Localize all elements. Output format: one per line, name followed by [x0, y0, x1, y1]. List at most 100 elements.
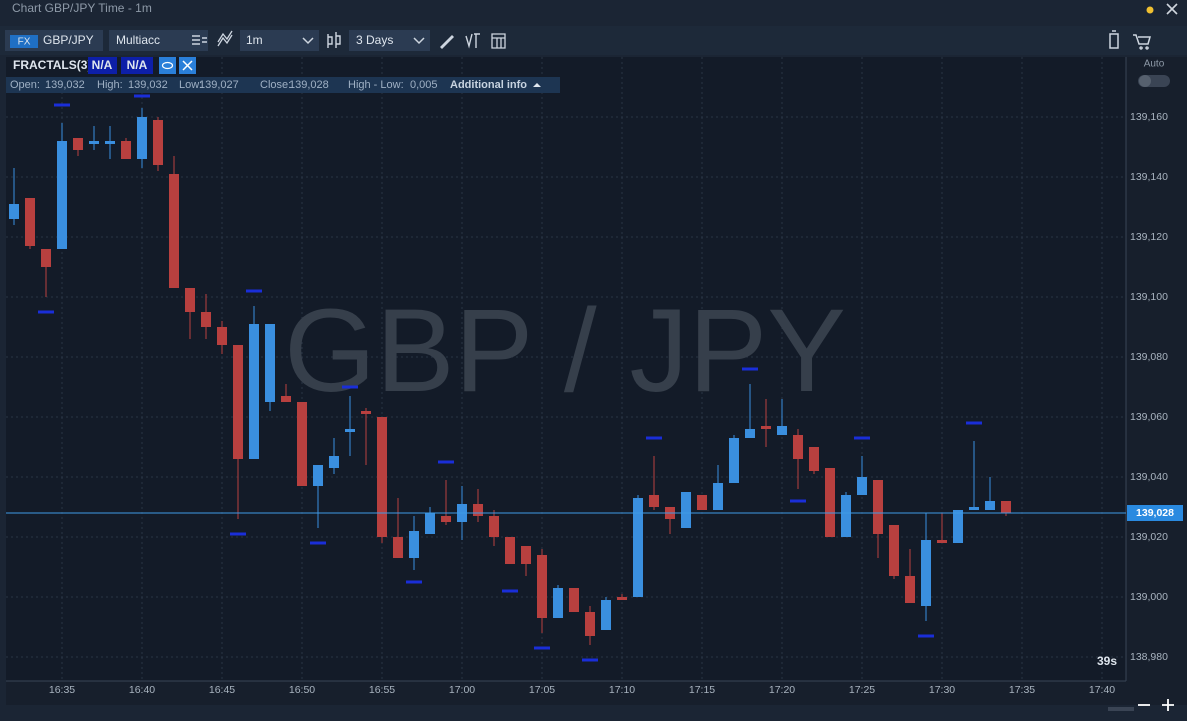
param-badge[interactable]: [88, 57, 117, 74]
fractal: [342, 385, 358, 389]
fractal: [646, 436, 662, 440]
candle-body: [921, 540, 931, 606]
additional-info: Additional info: [450, 79, 527, 91]
zoom-in[interactable]: [1162, 699, 1174, 711]
y-tick-label: 139,080: [1130, 351, 1168, 363]
x-tick-label: 17:30: [929, 684, 955, 696]
range: 3 Days: [356, 33, 393, 47]
x-tick-label: 17:35: [1009, 684, 1035, 696]
candle-body: [825, 468, 835, 537]
market-badge: [10, 35, 38, 48]
watermark: GBP / JPY: [284, 285, 846, 417]
fractal: [742, 367, 758, 371]
candle-body: [281, 396, 291, 402]
candle-body: [121, 141, 131, 159]
candles: [9, 94, 1011, 662]
remove-icon: [182, 60, 193, 71]
x-tick-label: 17:25: [849, 684, 875, 696]
chart-type-icon[interactable]: [327, 32, 341, 48]
account-box[interactable]: [109, 30, 208, 51]
x-tick-label: 17:05: [529, 684, 555, 696]
candle-body: [553, 588, 563, 618]
timeframe-box[interactable]: [240, 30, 319, 51]
info-value: 139,032: [128, 79, 168, 91]
info-value: 0,005: [410, 79, 438, 91]
y-tick-label: 139,140: [1130, 171, 1168, 183]
candle-body: [249, 324, 259, 459]
candle-body: [617, 597, 627, 600]
template-icon[interactable]: [491, 33, 506, 49]
candle-body: [153, 120, 163, 165]
window-title: Chart GBP/JPY Time - 1m: [12, 1, 152, 15]
x-tick-label: 16:55: [369, 684, 395, 696]
candle-body: [809, 447, 819, 471]
eye-icon: [161, 61, 174, 70]
candle-body: [537, 555, 547, 618]
candle-body: [585, 612, 595, 636]
timeframe: 1m: [246, 33, 263, 47]
info-value: 139,027: [199, 79, 239, 91]
candle-body: [361, 411, 371, 414]
candle-body: [393, 537, 403, 558]
toggle-knob: [1139, 75, 1151, 87]
info-value: 139,028: [289, 79, 329, 91]
status-dot: [1146, 6, 1154, 14]
info-items: Open: 139,032 High: 139,032 Low:139,027 Close…: [10, 79, 527, 91]
candle-body: [681, 492, 691, 528]
candle-body: [745, 429, 755, 438]
indicator-name: FRACTALS(3): [13, 58, 91, 72]
trade-icon[interactable]: [1133, 34, 1151, 50]
y-tick-label: 139,120: [1130, 231, 1168, 243]
last-price-tag: [1127, 505, 1183, 521]
candle-body: [313, 465, 323, 486]
market-label: FX: [18, 37, 31, 48]
dropdown-arrow: [302, 37, 314, 45]
candle-body: [889, 525, 899, 576]
candle-body: [201, 312, 211, 327]
candle-body: [969, 507, 979, 510]
x-tick-label: 16:40: [129, 684, 155, 696]
x-tick-label: 16:45: [209, 684, 235, 696]
param-badge[interactable]: [121, 57, 153, 74]
candle-body: [473, 504, 483, 516]
fractal: [966, 421, 982, 425]
candle-body: [169, 174, 179, 288]
candle-body: [89, 141, 99, 144]
draw-icon[interactable]: [440, 35, 454, 49]
info-label: High - Low:: [348, 79, 404, 91]
x-tick-label: 17:40: [1089, 684, 1115, 696]
grid: [6, 57, 1126, 681]
fractal: [918, 634, 934, 638]
collapse-arrow[interactable]: [533, 83, 541, 87]
candle-body: [633, 498, 643, 597]
indicator-icon[interactable]: [465, 33, 480, 49]
export-icon[interactable]: [1109, 30, 1119, 49]
footer: [0, 705, 1187, 721]
candle-body: [409, 531, 419, 558]
candle-body: [777, 426, 787, 435]
visibility-button[interactable]: [159, 57, 176, 74]
param: N/A: [92, 58, 113, 72]
candle-body: [265, 324, 275, 402]
candle-body: [601, 600, 611, 630]
info-bar: [6, 77, 560, 93]
candle-body: [441, 516, 451, 522]
close-button[interactable]: [1166, 3, 1178, 15]
scrollbar[interactable]: [1108, 707, 1134, 711]
candle-body: [329, 456, 339, 468]
candle-body: [297, 402, 307, 486]
candle-body: [985, 501, 995, 510]
candle-body: [873, 480, 883, 534]
candle-body: [233, 345, 243, 459]
candle-body: [1001, 501, 1011, 513]
fractal: [438, 460, 454, 464]
candle-body: [137, 117, 147, 159]
fractal: [38, 310, 54, 314]
time-axis: [6, 681, 1126, 705]
range-box[interactable]: [349, 30, 430, 51]
candle-body: [57, 141, 67, 249]
compare-icon[interactable]: [217, 30, 233, 47]
candle-body: [377, 417, 387, 537]
x-tick-label: 17:20: [769, 684, 795, 696]
x-tick-label: 17:10: [609, 684, 635, 696]
